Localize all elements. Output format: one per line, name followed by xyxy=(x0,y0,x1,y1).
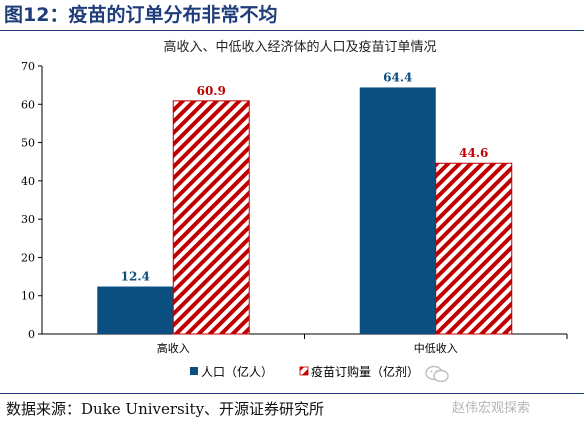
data-label: 44.6 xyxy=(459,146,488,160)
axes: 0 10 20 30 40 50 60 70 高收入 中低收入 xyxy=(21,60,568,355)
watermark: 赵伟宏观探索 xyxy=(452,401,531,416)
y-tick-label: 30 xyxy=(21,213,35,226)
source-note: 数据来源：Duke University、开源证券研究所 xyxy=(6,400,325,418)
vaccine-order-bar xyxy=(172,100,250,335)
y-tick-label: 20 xyxy=(21,251,35,264)
chart-title: 高收入、中低收入经济体的人口及疫苗订单情况 xyxy=(163,39,436,55)
x-category-label: 中低收入 xyxy=(414,341,458,355)
bar-chart: 高收入、中低收入经济体的人口及疫苗订单情况 0 10 20 30 40 50 60 70 高收入… xyxy=(21,39,568,379)
legend-label-vaccine: 疫苗订购量（亿剂） xyxy=(311,364,419,379)
y-tick-label: 70 xyxy=(21,60,35,73)
wechat-icon xyxy=(425,365,449,383)
data-label: 60.9 xyxy=(197,84,226,98)
source-rule xyxy=(0,393,584,394)
legend-label-population: 人口（亿人） xyxy=(201,364,273,379)
data-label: 12.4 xyxy=(121,270,150,284)
legend-swatch-vaccine xyxy=(299,366,309,376)
legend-swatch-population xyxy=(190,367,198,375)
y-tick-label: 10 xyxy=(21,290,35,303)
y-tick-label: 60 xyxy=(21,98,35,111)
data-label: 64.4 xyxy=(383,70,412,84)
title-rule xyxy=(0,30,584,31)
y-tick-label: 0 xyxy=(28,328,35,341)
figure-title: 图12：疫苗的订单分布非常不均 xyxy=(4,4,278,26)
bars: 12.4 64.4 60.9 44.6 xyxy=(97,70,513,335)
y-tick-label: 50 xyxy=(21,137,35,150)
vaccine-order-bar xyxy=(435,162,513,335)
population-bar xyxy=(359,87,436,334)
population-bar xyxy=(97,286,174,334)
y-tick-label: 40 xyxy=(21,175,35,188)
x-category-label: 高收入 xyxy=(157,341,190,355)
legend: 人口（亿人） 疫苗订购量（亿剂） xyxy=(190,364,419,379)
